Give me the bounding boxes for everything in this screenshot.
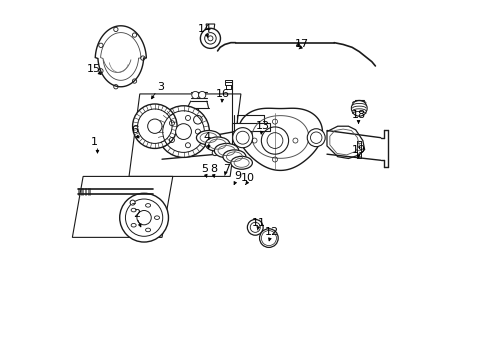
Polygon shape: [326, 126, 364, 158]
Ellipse shape: [223, 150, 245, 163]
Circle shape: [351, 100, 366, 116]
Text: 7: 7: [223, 164, 230, 174]
Circle shape: [175, 124, 191, 139]
Circle shape: [306, 129, 325, 147]
Circle shape: [200, 28, 220, 48]
Circle shape: [247, 220, 263, 235]
Polygon shape: [206, 24, 214, 30]
Ellipse shape: [196, 131, 221, 145]
Circle shape: [193, 116, 202, 124]
Circle shape: [232, 128, 252, 148]
Ellipse shape: [205, 137, 229, 151]
Text: 9: 9: [233, 171, 241, 181]
Polygon shape: [72, 176, 172, 237]
Text: 14: 14: [198, 24, 212, 35]
Text: 17: 17: [294, 39, 308, 49]
Text: 13: 13: [255, 121, 269, 131]
Text: 6: 6: [131, 125, 138, 135]
Circle shape: [259, 229, 278, 247]
Text: 3: 3: [157, 82, 163, 92]
Circle shape: [137, 211, 151, 225]
Text: 5: 5: [201, 164, 208, 174]
Text: 18: 18: [351, 111, 366, 121]
Polygon shape: [224, 82, 231, 85]
Text: 2: 2: [133, 209, 140, 219]
Circle shape: [191, 91, 199, 99]
Text: 15: 15: [87, 64, 101, 74]
Polygon shape: [95, 26, 146, 87]
Polygon shape: [129, 94, 241, 176]
Text: 16: 16: [216, 89, 229, 99]
Circle shape: [120, 193, 168, 242]
Ellipse shape: [214, 143, 238, 158]
Polygon shape: [231, 123, 269, 131]
Text: 12: 12: [264, 227, 278, 237]
Circle shape: [207, 36, 212, 41]
Polygon shape: [224, 80, 231, 82]
Text: 1: 1: [90, 138, 97, 147]
Circle shape: [198, 91, 205, 99]
Polygon shape: [238, 108, 322, 170]
Circle shape: [158, 106, 209, 157]
Text: 4: 4: [203, 132, 210, 142]
Ellipse shape: [230, 156, 252, 169]
Circle shape: [132, 104, 177, 148]
Text: 11: 11: [251, 218, 265, 228]
Text: 8: 8: [210, 164, 217, 174]
Text: 10: 10: [241, 173, 255, 183]
Circle shape: [212, 150, 218, 156]
Circle shape: [130, 200, 135, 205]
Circle shape: [147, 119, 162, 134]
Text: 19: 19: [351, 144, 366, 154]
